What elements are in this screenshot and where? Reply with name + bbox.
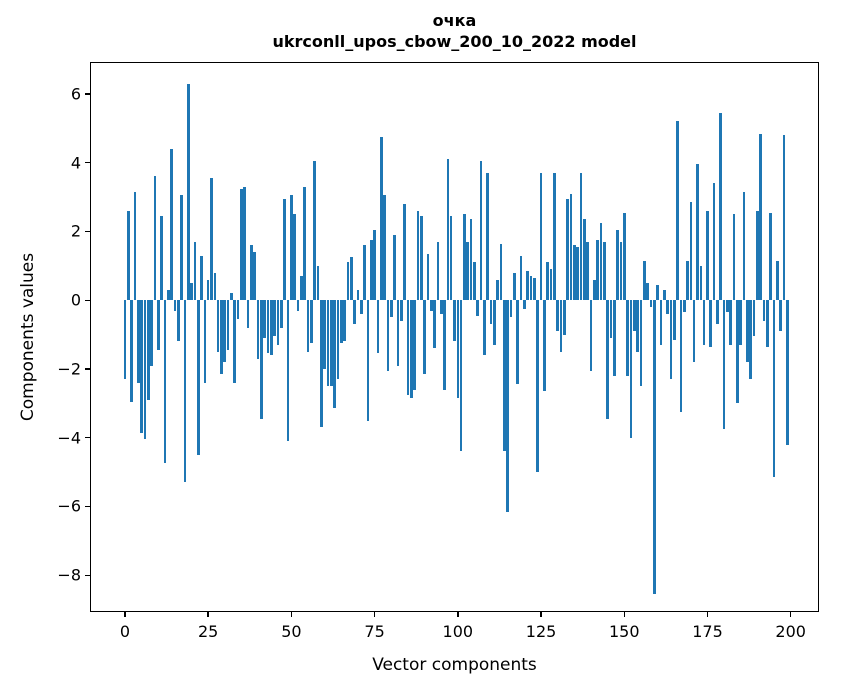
x-tick-label: 125	[525, 622, 557, 641]
x-tick-mark	[540, 612, 542, 617]
x-tick-label: 175	[692, 622, 723, 641]
x-tick-mark	[124, 612, 126, 617]
y-axis-label: Components values	[18, 252, 38, 422]
y-tick-label: −6	[57, 496, 81, 516]
x-tick-label: 50	[281, 622, 302, 641]
y-tick-label: 0	[70, 290, 81, 310]
chart-title-model: ukrconll_upos_cbow_200_10_2022 model	[272, 32, 637, 51]
x-tick-mark	[790, 612, 792, 617]
x-axis-label: Vector components	[372, 655, 537, 675]
x-tick-label: 0	[119, 622, 131, 641]
x-tick-mark	[623, 612, 625, 617]
y-tick-label: 2	[70, 221, 81, 241]
plot-area	[90, 62, 819, 612]
y-tick-label: −2	[57, 359, 81, 379]
y-tick-label: −4	[57, 428, 81, 448]
x-tick-label: 100	[442, 622, 474, 641]
x-tick-mark	[373, 612, 376, 617]
x-tick-mark	[706, 612, 709, 617]
y-tick-label: 6	[70, 84, 81, 104]
x-tick-label: 200	[775, 622, 806, 641]
x-tick-mark	[457, 612, 459, 617]
y-tick-label: −8	[57, 565, 81, 585]
y-tick-label: 4	[70, 153, 81, 173]
chart-title-word: очка	[432, 11, 477, 30]
x-tick-label: 75	[364, 622, 385, 641]
chart-title: очка ukrconll_upos_cbow_200_10_2022 mode…	[90, 10, 819, 52]
x-tick-mark	[290, 612, 293, 617]
x-tick-label: 25	[197, 622, 219, 641]
x-tick-mark	[207, 612, 209, 617]
x-tick-label: 150	[608, 622, 640, 641]
